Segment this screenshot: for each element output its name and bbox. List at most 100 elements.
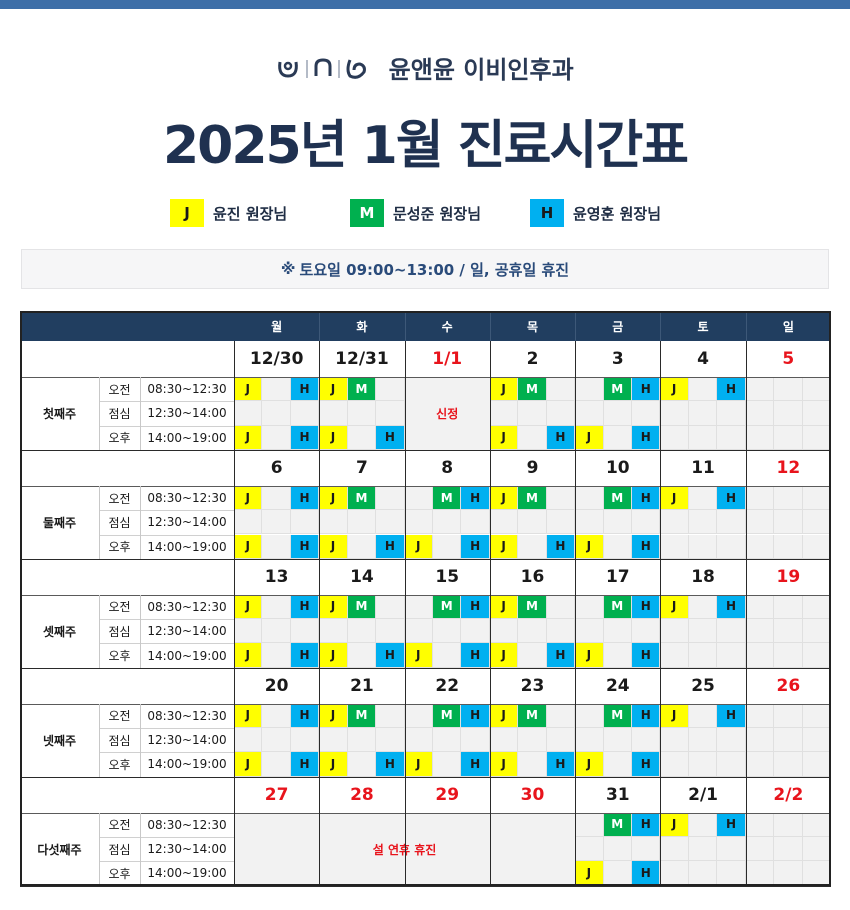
doctor-slot-h: H xyxy=(546,425,576,450)
date-label: 11 xyxy=(691,457,715,478)
doctor-slot-h: H xyxy=(376,534,405,559)
empty-slot xyxy=(234,401,263,426)
empty-slot xyxy=(262,401,291,426)
doctor-slot-m: M xyxy=(347,703,377,728)
doctor-slot-j: J xyxy=(660,703,689,728)
doctor-code: H xyxy=(470,599,481,614)
doctor-slot-h: H xyxy=(546,534,576,559)
doctor-code: H xyxy=(640,430,651,445)
clinic-logo-icon xyxy=(278,57,367,79)
doctor-slot-j: J xyxy=(660,812,689,837)
weekday-header: 금 xyxy=(575,311,661,341)
empty-slot xyxy=(688,861,718,886)
doctor-slot-j: J xyxy=(234,703,263,728)
empty-slot xyxy=(347,619,377,644)
row-divider xyxy=(99,643,234,645)
date-label: 10 xyxy=(605,457,630,478)
doctor-slot-j: J xyxy=(319,752,348,777)
empty-slot xyxy=(745,752,775,777)
empty-slot xyxy=(546,377,576,402)
empty-slot xyxy=(632,728,661,753)
doctor-slot-h: H xyxy=(546,643,576,668)
doctor-slot-j: J xyxy=(234,534,263,559)
date-label: 28 xyxy=(350,784,374,805)
doctor-slot-h: H xyxy=(290,594,320,620)
period-label: 오전 xyxy=(108,818,131,833)
empty-slot xyxy=(774,534,803,559)
doctor-code: J xyxy=(671,381,677,396)
doctor-slot-m: M xyxy=(347,594,377,620)
column-divider xyxy=(99,377,100,450)
period-time: 08:30~12:30 xyxy=(147,599,227,614)
doctor-code: J xyxy=(501,430,506,445)
empty-slot xyxy=(745,401,775,426)
date-label: 18 xyxy=(691,566,715,587)
doctor-slot-j: J xyxy=(575,861,604,886)
doctor-slot-j: J xyxy=(319,594,348,620)
empty-slot xyxy=(660,401,689,426)
empty-slot xyxy=(262,594,291,620)
doctor-slot-j: J xyxy=(489,534,519,559)
doctor-code: H xyxy=(299,708,310,723)
day-column-divider xyxy=(575,341,577,886)
period-label: 오전 xyxy=(108,709,131,724)
doctor-code: H xyxy=(384,430,395,445)
doctor-slot-m: M xyxy=(518,594,547,620)
empty-slot xyxy=(774,619,803,644)
doctor-slot-j: J xyxy=(575,752,604,777)
date-row-divider xyxy=(20,703,831,705)
date-label: 14 xyxy=(350,566,374,587)
doctor-code: J xyxy=(245,381,250,396)
empty-slot xyxy=(433,643,462,668)
column-divider xyxy=(140,377,141,450)
empty-slot xyxy=(745,643,775,668)
row-divider xyxy=(99,861,234,863)
empty-slot xyxy=(774,594,803,620)
empty-slot xyxy=(575,728,604,753)
doctor-code: J xyxy=(245,430,250,445)
empty-slot xyxy=(347,534,377,559)
empty-slot xyxy=(461,510,490,535)
legend-item-j: J 윤진 원장님 xyxy=(170,197,287,229)
week-label: 셋째주 xyxy=(42,624,77,639)
empty-slot xyxy=(376,377,405,402)
doctor-code: H xyxy=(640,708,651,723)
empty-slot xyxy=(688,425,718,450)
empty-slot xyxy=(262,643,291,668)
notice-banner: ※ 토요일 09:00~13:00 / 일, 공휴일 휴진 xyxy=(21,249,829,289)
doctor-slot-m: M xyxy=(518,377,547,402)
doctor-slot-h: H xyxy=(632,377,661,402)
day-column-divider xyxy=(660,341,662,886)
date-label: 12/30 xyxy=(249,349,304,369)
date-label: 3 xyxy=(611,349,624,369)
column-divider xyxy=(140,594,141,668)
empty-slot xyxy=(347,752,377,777)
doctor-code: J xyxy=(330,430,336,445)
doctor-code: J xyxy=(330,756,336,771)
empty-slot xyxy=(575,594,604,620)
doctor-code: H xyxy=(470,708,481,723)
date-label: 5 xyxy=(782,349,795,369)
empty-slot xyxy=(262,752,291,777)
empty-slot xyxy=(319,619,348,644)
empty-slot xyxy=(489,728,519,753)
doctor-code: H xyxy=(640,490,651,505)
empty-slot xyxy=(603,619,632,644)
empty-slot xyxy=(290,728,320,753)
period-time: 14:00~19:00 xyxy=(147,757,227,772)
weekday-header: 일 xyxy=(745,311,831,341)
date-label: 20 xyxy=(264,675,289,696)
empty-slot xyxy=(404,703,433,728)
doctor-code: J xyxy=(245,648,250,663)
date-label: 2/2 xyxy=(773,784,804,805)
doctor-code: H xyxy=(725,490,737,505)
doctor-slot-m: M xyxy=(518,703,547,728)
empty-slot xyxy=(575,510,604,535)
doctor-code: J xyxy=(586,430,592,445)
empty-slot xyxy=(546,728,576,753)
column-divider xyxy=(99,594,100,668)
period-time: 12:30~14:00 xyxy=(147,624,227,639)
empty-slot xyxy=(802,485,831,511)
empty-slot xyxy=(688,534,718,559)
period-time: 14:00~19:00 xyxy=(147,430,227,445)
